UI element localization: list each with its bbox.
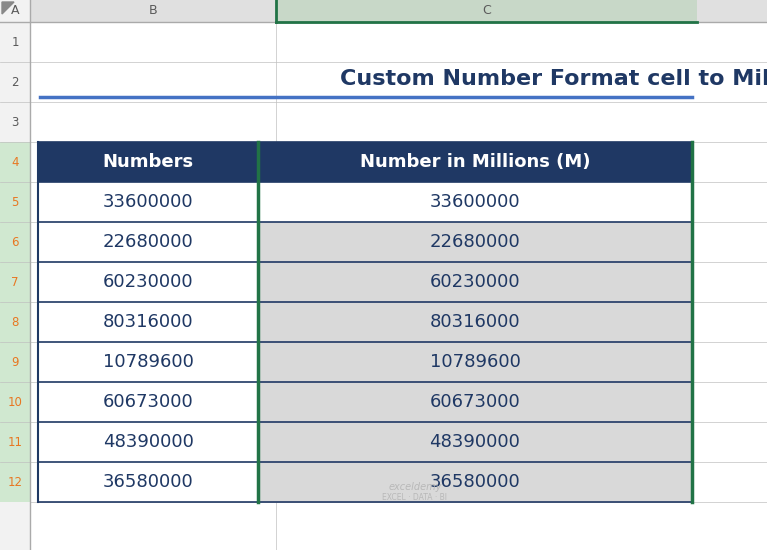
- Bar: [258, 422, 692, 462]
- Bar: [38, 302, 258, 342]
- Bar: [0, 382, 30, 422]
- Text: Number in Millions (M): Number in Millions (M): [360, 153, 591, 171]
- Bar: [0, 262, 30, 302]
- Text: 7: 7: [12, 276, 18, 289]
- Bar: [0, 142, 30, 182]
- Text: 11: 11: [8, 436, 22, 448]
- Bar: [38, 182, 258, 222]
- Bar: [0, 422, 30, 462]
- Text: 22680000: 22680000: [103, 233, 193, 251]
- Text: 8: 8: [12, 316, 18, 328]
- Text: 60673000: 60673000: [430, 393, 520, 411]
- Bar: [258, 382, 692, 422]
- Text: 2: 2: [12, 75, 18, 89]
- Text: 80316000: 80316000: [430, 313, 520, 331]
- Polygon shape: [2, 2, 14, 14]
- Bar: [0, 342, 30, 382]
- Text: 22680000: 22680000: [430, 233, 520, 251]
- Text: Custom Number Format cell to Millions (M): Custom Number Format cell to Millions (M…: [340, 69, 767, 89]
- Bar: [38, 382, 258, 422]
- Text: 48390000: 48390000: [103, 433, 193, 451]
- Text: 6: 6: [12, 235, 18, 249]
- Bar: [0, 0, 30, 550]
- Bar: [258, 342, 692, 382]
- Bar: [0, 222, 30, 262]
- Bar: [38, 422, 258, 462]
- Text: EXCEL · DATA · BI: EXCEL · DATA · BI: [383, 492, 447, 502]
- Text: 60230000: 60230000: [103, 273, 193, 291]
- Text: 36580000: 36580000: [430, 473, 520, 491]
- Text: 33600000: 33600000: [103, 193, 193, 211]
- Bar: [38, 142, 258, 182]
- Text: 3: 3: [12, 116, 18, 129]
- Text: 33600000: 33600000: [430, 193, 520, 211]
- Bar: [258, 302, 692, 342]
- Text: 1: 1: [12, 36, 18, 48]
- Bar: [0, 462, 30, 502]
- Bar: [38, 262, 258, 302]
- Bar: [0, 0, 767, 22]
- Text: 48390000: 48390000: [430, 433, 521, 451]
- Text: Numbers: Numbers: [103, 153, 193, 171]
- Text: 60230000: 60230000: [430, 273, 520, 291]
- Text: 36580000: 36580000: [103, 473, 193, 491]
- Bar: [258, 262, 692, 302]
- Text: 5: 5: [12, 195, 18, 208]
- Text: 9: 9: [12, 355, 18, 368]
- Text: 10789600: 10789600: [103, 353, 193, 371]
- Text: C: C: [482, 4, 491, 18]
- Text: 60673000: 60673000: [103, 393, 193, 411]
- Bar: [38, 342, 258, 382]
- Text: 10: 10: [8, 395, 22, 409]
- Text: exceldemy: exceldemy: [388, 482, 442, 492]
- Bar: [38, 462, 258, 502]
- Bar: [0, 182, 30, 222]
- Bar: [38, 222, 258, 262]
- Text: 12: 12: [8, 476, 22, 488]
- Text: 10789600: 10789600: [430, 353, 521, 371]
- Bar: [258, 222, 692, 262]
- Bar: [276, 0, 697, 22]
- Text: 80316000: 80316000: [103, 313, 193, 331]
- Bar: [258, 142, 692, 182]
- Bar: [0, 302, 30, 342]
- Bar: [258, 182, 692, 222]
- Text: B: B: [149, 4, 157, 18]
- Text: A: A: [11, 4, 19, 18]
- Text: 4: 4: [12, 156, 18, 168]
- Bar: [258, 462, 692, 502]
